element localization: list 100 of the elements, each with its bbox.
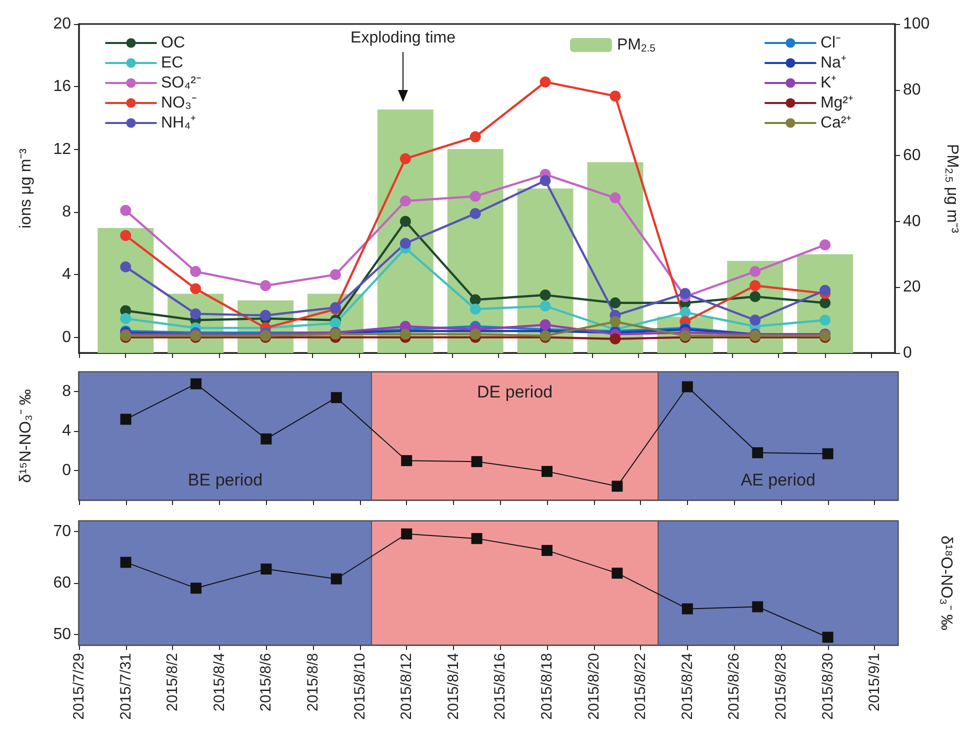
y2-tick-label: 20 — [903, 278, 921, 296]
x-tick-label: 2015/8/2 — [164, 653, 182, 712]
x-tick-label: 2015/8/10 — [351, 653, 368, 720]
point — [120, 556, 132, 568]
point — [542, 466, 552, 477]
point — [120, 313, 132, 324]
point — [470, 328, 481, 340]
point — [401, 528, 412, 540]
point — [680, 306, 691, 318]
point — [330, 318, 341, 329]
x-tick-label: 2015/8/8 — [304, 653, 322, 712]
point — [540, 76, 551, 88]
point — [612, 568, 623, 579]
legend-label: EC — [161, 54, 184, 72]
x-tick-label: 2015/8/14 — [444, 653, 462, 720]
point — [540, 290, 551, 301]
point — [400, 328, 411, 340]
y2-axis-title: PM2.5 μg m⁻³ — [942, 144, 960, 234]
point — [120, 261, 132, 272]
point — [752, 447, 764, 458]
point — [471, 456, 482, 468]
point — [400, 196, 411, 207]
x-tick-label: 2015/9/1 — [866, 653, 884, 712]
point — [330, 573, 342, 584]
point — [401, 455, 412, 466]
point — [822, 448, 834, 460]
point — [540, 175, 551, 186]
legend-label: SO₄²⁻ — [161, 74, 201, 92]
point — [190, 378, 202, 390]
point — [540, 319, 551, 330]
x-tick-label: 2015/8/18 — [538, 653, 556, 720]
y-axis-title: δ¹⁸O-NO₃⁻ ‰ — [938, 536, 954, 630]
point — [750, 280, 761, 292]
point — [820, 297, 831, 308]
y2-tick-label: 100 — [903, 16, 930, 32]
x-tick-label: 2015/8/24 — [678, 653, 696, 720]
point — [822, 632, 834, 643]
y-tick-label: 8 — [62, 204, 72, 220]
y-axis-title: δ¹⁵N-NO₃⁻ ‰ — [18, 389, 34, 483]
point — [471, 533, 482, 544]
legend-label: NH₄⁺ — [161, 114, 196, 132]
annotation: Exploding time — [350, 30, 456, 46]
point — [682, 603, 693, 614]
y-tick-label: 8 — [62, 383, 72, 400]
point — [260, 310, 272, 321]
point — [610, 90, 621, 102]
x-tick-label: 2015/8/20 — [585, 653, 602, 720]
band-label: AE period — [740, 470, 816, 490]
legend-label: K⁺ — [820, 74, 836, 92]
x-tick-label: 2015/8/16 — [492, 653, 509, 720]
point — [820, 314, 831, 326]
point — [540, 300, 551, 312]
y-tick-label: 70 — [53, 522, 72, 540]
point — [752, 601, 764, 612]
point — [820, 239, 831, 250]
point — [260, 280, 272, 292]
y2-tick-label: 0 — [903, 344, 912, 362]
y-tick-label: 0 — [62, 462, 72, 479]
point — [610, 333, 621, 344]
point — [120, 230, 132, 241]
point — [190, 266, 202, 278]
point — [120, 414, 132, 425]
x-tick-label: 2015/8/12 — [398, 653, 416, 720]
point — [750, 266, 761, 278]
point — [470, 131, 481, 142]
point — [610, 192, 621, 204]
y-tick-label: 4 — [62, 422, 72, 440]
x-tick-label: 2015/8/22 — [632, 653, 650, 720]
y-tick-label: 4 — [62, 266, 72, 284]
x-tick-label: 2015/7/29 — [70, 653, 88, 720]
point — [190, 308, 202, 320]
point — [680, 288, 691, 299]
x-tick-label: 2015/7/31 — [117, 653, 134, 720]
point — [682, 381, 693, 392]
legend-label: Na⁺ — [820, 54, 846, 72]
point — [190, 283, 202, 294]
point — [542, 544, 552, 556]
y-tick-label: 20 — [53, 16, 72, 32]
band-label: DE period — [477, 382, 553, 402]
point — [820, 284, 831, 296]
point — [470, 304, 481, 315]
legend-label: OC — [161, 34, 185, 52]
point — [120, 204, 132, 216]
legend-label: Mg²⁺ — [820, 94, 854, 112]
legend-label: NO₃⁻ — [161, 94, 197, 112]
x-tick-label: 2015/8/26 — [726, 653, 743, 720]
point — [260, 564, 272, 575]
band-label: BE period — [188, 470, 263, 490]
y2-tick-label: 40 — [903, 212, 921, 230]
y-tick-label: 60 — [53, 574, 72, 592]
y2-tick-label: 80 — [903, 81, 921, 98]
point — [610, 316, 621, 328]
x-tick-label: 2015/8/4 — [210, 653, 228, 712]
point — [400, 216, 411, 227]
legend-label: Cl⁻ — [820, 34, 841, 52]
point — [190, 582, 202, 594]
y-tick-label: 50 — [53, 626, 72, 644]
point — [260, 433, 272, 444]
point — [610, 297, 621, 308]
x-tick-label: 2015/8/30 — [819, 653, 836, 720]
